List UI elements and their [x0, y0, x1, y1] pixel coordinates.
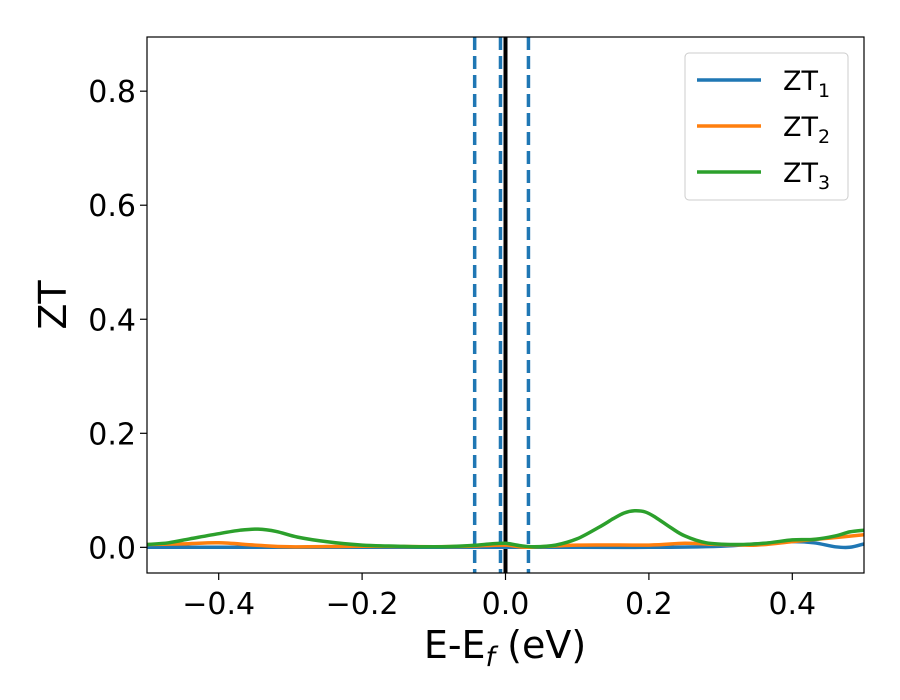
y-tick-label: 0.8 [88, 75, 136, 110]
plot-area [147, 37, 864, 573]
x-tick-label: −0.2 [326, 587, 399, 622]
legend-items: ZT1 ZT2 ZT3 [697, 66, 830, 194]
legend-box [684, 52, 849, 201]
y-axis-ticks: 0.0 0.2 0.4 0.6 0.8 [88, 75, 147, 566]
legend: ZT1 ZT2 ZT3 [684, 52, 849, 201]
y-tick-label: 0.4 [88, 303, 136, 338]
y-tick-label: 0.0 [88, 531, 136, 566]
series-lines [147, 509, 864, 550]
x-tick-label: −0.4 [182, 587, 255, 622]
series-line-3 [147, 509, 864, 549]
x-tick-label: 0.4 [768, 587, 816, 622]
legend-label-1: ZT1 [783, 66, 830, 102]
legend-label-3: ZT3 [783, 158, 830, 194]
legend-label-2: ZT2 [783, 112, 830, 148]
vertical-markers [472, 37, 531, 573]
x-tick-label: 0.2 [625, 587, 673, 622]
y-axis-label: ZT [31, 280, 75, 330]
x-axis-ticks: −0.4 −0.2 0.0 0.2 0.4 [182, 573, 816, 622]
y-tick-label: 0.2 [88, 417, 136, 452]
x-axis-label: E-Ef (eV) [424, 623, 586, 673]
y-tick-label: 0.6 [88, 189, 136, 224]
x-tick-label: 0.0 [482, 587, 530, 622]
